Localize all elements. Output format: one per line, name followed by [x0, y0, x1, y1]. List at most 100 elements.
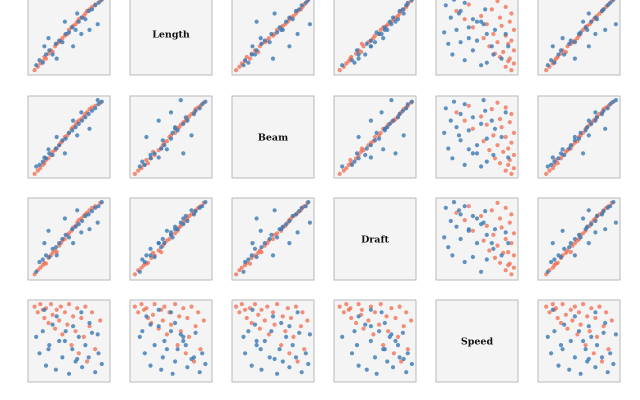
data-point — [42, 155, 47, 160]
data-point — [203, 99, 208, 104]
data-point — [287, 241, 292, 246]
data-point — [185, 218, 190, 224]
data-point — [34, 164, 39, 169]
data-point — [290, 343, 295, 348]
data-point — [136, 168, 141, 173]
data-point — [456, 133, 462, 138]
data-point — [43, 363, 49, 368]
data-point — [40, 329, 45, 334]
data-point — [507, 261, 512, 266]
data-point — [550, 241, 555, 246]
data-point — [484, 136, 489, 141]
data-point — [585, 224, 590, 229]
data-point — [397, 8, 402, 14]
data-point — [86, 212, 91, 217]
data-point — [363, 322, 368, 327]
data-point — [70, 128, 75, 133]
panel-5-1 — [27, 299, 111, 383]
data-point — [491, 232, 496, 237]
data-point — [400, 7, 405, 12]
data-point — [62, 310, 67, 315]
data-point — [287, 44, 292, 49]
data-point — [556, 363, 561, 368]
data-point — [390, 118, 396, 123]
data-point — [492, 255, 498, 260]
data-point — [368, 324, 373, 329]
data-point — [290, 213, 295, 219]
data-point — [270, 310, 276, 315]
data-point — [352, 159, 357, 164]
data-point — [583, 347, 588, 352]
data-point — [458, 111, 463, 117]
data-point — [35, 310, 40, 315]
data-point — [374, 130, 379, 135]
data-point — [550, 307, 555, 312]
data-point — [148, 156, 153, 161]
data-point — [594, 115, 600, 120]
data-point — [96, 204, 101, 209]
data-point — [287, 365, 292, 370]
data-point — [156, 307, 161, 312]
data-point — [42, 44, 47, 49]
data-point — [66, 302, 72, 307]
data-point — [549, 259, 554, 265]
data-point — [34, 334, 39, 339]
data-point — [337, 304, 342, 309]
data-point — [491, 246, 496, 251]
data-point — [254, 216, 259, 221]
data-point — [37, 162, 42, 167]
data-point — [164, 147, 169, 152]
data-point — [556, 52, 561, 57]
data-point — [293, 355, 299, 360]
data-point — [307, 220, 312, 225]
data-point — [393, 19, 398, 24]
variable-label: Speed — [461, 337, 494, 348]
data-point — [509, 241, 514, 246]
panel-5-6 — [537, 299, 621, 383]
data-point — [605, 106, 610, 111]
data-point — [352, 329, 357, 334]
data-point — [75, 11, 80, 16]
data-point — [470, 213, 475, 219]
data-point — [183, 115, 188, 120]
data-point — [483, 7, 488, 12]
data-point — [258, 36, 263, 41]
data-point — [594, 17, 600, 22]
data-point — [404, 310, 409, 315]
data-point — [142, 351, 147, 356]
data-point — [586, 11, 591, 16]
panel-2-6 — [537, 0, 621, 76]
data-point — [79, 310, 84, 315]
data-point — [53, 41, 59, 46]
data-point — [303, 204, 308, 209]
data-point — [585, 125, 590, 130]
data-point — [275, 235, 280, 240]
panel-4-4: Draft — [333, 197, 417, 281]
data-point — [293, 8, 299, 14]
data-point — [344, 166, 349, 171]
data-point — [62, 216, 67, 221]
data-point — [503, 205, 508, 210]
data-point — [497, 161, 503, 166]
data-point — [54, 56, 59, 61]
data-point — [244, 54, 249, 60]
data-point — [484, 22, 489, 27]
data-point — [503, 268, 508, 273]
data-point — [495, 243, 500, 248]
data-point — [307, 22, 312, 27]
data-point — [80, 365, 85, 370]
data-point — [601, 7, 606, 12]
data-point — [450, 156, 455, 161]
data-point — [552, 257, 557, 262]
data-point — [150, 312, 156, 317]
data-point — [284, 334, 289, 339]
data-point — [553, 56, 559, 61]
data-point — [489, 208, 494, 213]
data-point — [497, 260, 503, 265]
data-point — [567, 245, 572, 250]
data-point — [597, 304, 602, 309]
data-point — [139, 302, 144, 307]
data-point — [70, 25, 75, 30]
data-point — [374, 371, 379, 376]
data-point — [87, 227, 92, 232]
